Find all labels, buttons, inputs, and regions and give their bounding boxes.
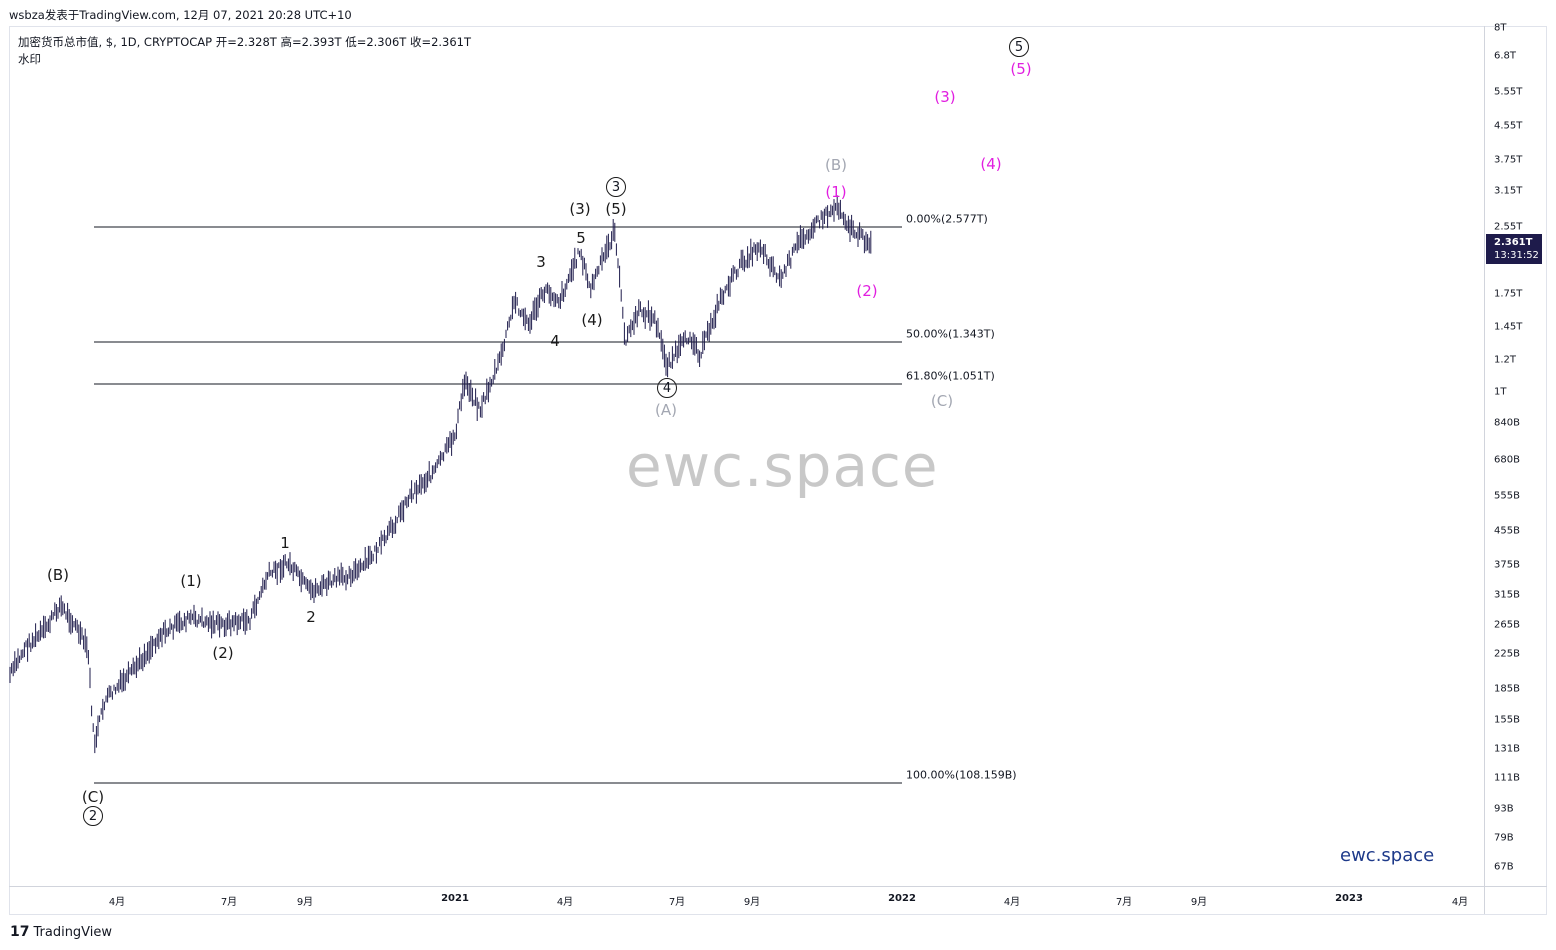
wave-label[interactable]: (1) — [825, 183, 847, 201]
wave-label[interactable]: 5 — [576, 229, 586, 247]
legend-watermark-label: 水印 — [18, 52, 41, 66]
wave-label[interactable]: 2 — [83, 806, 103, 826]
candles — [9, 195, 872, 754]
time-axis-line — [9, 886, 1547, 887]
wave-label[interactable]: (3) — [569, 200, 591, 218]
fib-level-label: 61.80%(1.051T) — [906, 369, 995, 383]
time-tick-label: 7月 — [220, 897, 238, 908]
time-tick-label: 4月 — [108, 897, 126, 908]
fib-level-label: 100.00%(108.159B) — [906, 768, 1017, 782]
price-tick-label: 555B — [1494, 490, 1520, 502]
chart-watermark: ewc.space — [626, 432, 939, 500]
price-tick-label: 1.2T — [1494, 354, 1517, 366]
wave-label[interactable]: (B) — [47, 566, 69, 584]
fib-level-label: 50.00%(1.343T) — [906, 327, 995, 341]
wave-label[interactable]: (2) — [212, 644, 234, 662]
wave-label[interactable]: (C) — [81, 788, 105, 806]
price-tick-label: 1T — [1494, 386, 1507, 398]
last-price-tag: 2.361T 13:31:52 — [1486, 234, 1542, 264]
bar-countdown: 13:31:52 — [1494, 250, 1539, 261]
time-tick-label: 9月 — [296, 897, 314, 908]
price-tick-label: 2.55T — [1494, 221, 1523, 233]
symbol-legend[interactable]: 加密货币总市值, $, 1D, CRYPTOCAP 开=2.328T 高=2.3… — [18, 35, 472, 49]
price-tick-label: 225B — [1494, 648, 1520, 660]
time-tick-label: 2021 — [441, 893, 469, 904]
price-tick-label: 265B — [1494, 619, 1520, 631]
brand-text: ewc.space — [1340, 845, 1435, 866]
wave-label[interactable]: (2) — [856, 282, 878, 300]
time-tick-label: 4月 — [1451, 897, 1469, 908]
wave-label[interactable]: (C) — [930, 392, 954, 410]
price-tick-label: 131B — [1494, 743, 1520, 755]
wave-label[interactable]: (4) — [980, 155, 1002, 173]
wave-label[interactable]: (B) — [825, 156, 847, 174]
wave-label[interactable]: (3) — [934, 88, 956, 106]
wave-label[interactable]: 4 — [550, 332, 560, 350]
tradingview-logo-icon: 17 — [10, 924, 30, 940]
wave-label[interactable]: 2 — [306, 608, 316, 626]
fib-lines — [94, 226, 902, 784]
tradingview-logo-text: TradingView — [33, 925, 113, 940]
time-tick-label: 2022 — [888, 893, 916, 904]
wave-label[interactable]: (A) — [655, 401, 677, 419]
fib-level-label: 0.00%(2.577T) — [906, 212, 988, 226]
price-tick-label: 8T — [1494, 22, 1507, 34]
wave-label[interactable]: 1 — [280, 534, 290, 552]
price-tick-label: 155B — [1494, 714, 1520, 726]
price-tick-label: 375B — [1494, 559, 1520, 571]
price-tick-label: 67B — [1494, 861, 1514, 873]
price-tick-label: 4.55T — [1494, 120, 1523, 132]
time-tick-label: 7月 — [1115, 897, 1133, 908]
price-axis-line — [1484, 26, 1485, 914]
price-tick-label: 3.75T — [1494, 154, 1523, 166]
price-tick-label: 315B — [1494, 589, 1520, 601]
price-tick-label: 6.8T — [1494, 50, 1517, 62]
price-tick-label: 1.45T — [1494, 321, 1523, 333]
time-tick-label: 4月 — [1003, 897, 1021, 908]
wave-label[interactable]: (1) — [180, 572, 202, 590]
time-tick-label: 9月 — [743, 897, 761, 908]
chart-frame — [9, 26, 1547, 915]
price-tick-label: 93B — [1494, 803, 1514, 815]
price-tick-label: 840B — [1494, 417, 1520, 429]
price-tick-label: 455B — [1494, 525, 1520, 537]
wave-label[interactable]: (5) — [1010, 60, 1032, 78]
wave-label[interactable]: (4) — [581, 311, 603, 329]
wave-label[interactable]: 3 — [536, 253, 546, 271]
wave-label[interactable]: (5) — [605, 200, 627, 218]
price-tick-label: 1.75T — [1494, 288, 1523, 300]
time-tick-label: 2023 — [1335, 893, 1363, 904]
wave-label[interactable]: 5 — [1009, 37, 1029, 57]
price-tick-label: 3.15T — [1494, 185, 1523, 197]
time-tick-label: 4月 — [556, 897, 574, 908]
wave-label[interactable]: 3 — [606, 177, 626, 197]
time-tick-label: 7月 — [668, 897, 686, 908]
price-tick-label: 5.55T — [1494, 86, 1523, 98]
price-tick-label: 185B — [1494, 683, 1520, 695]
time-tick-label: 9月 — [1190, 897, 1208, 908]
publish-line: wsbza发表于TradingView.com, 12月 07, 2021 20… — [9, 8, 352, 22]
price-tick-label: 111B — [1494, 772, 1520, 784]
price-tick-label: 79B — [1494, 832, 1514, 844]
last-price: 2.361T — [1494, 237, 1533, 248]
tradingview-logo[interactable]: 17 TradingView — [10, 924, 112, 940]
wave-label[interactable]: 4 — [657, 378, 677, 398]
price-tick-label: 680B — [1494, 454, 1520, 466]
